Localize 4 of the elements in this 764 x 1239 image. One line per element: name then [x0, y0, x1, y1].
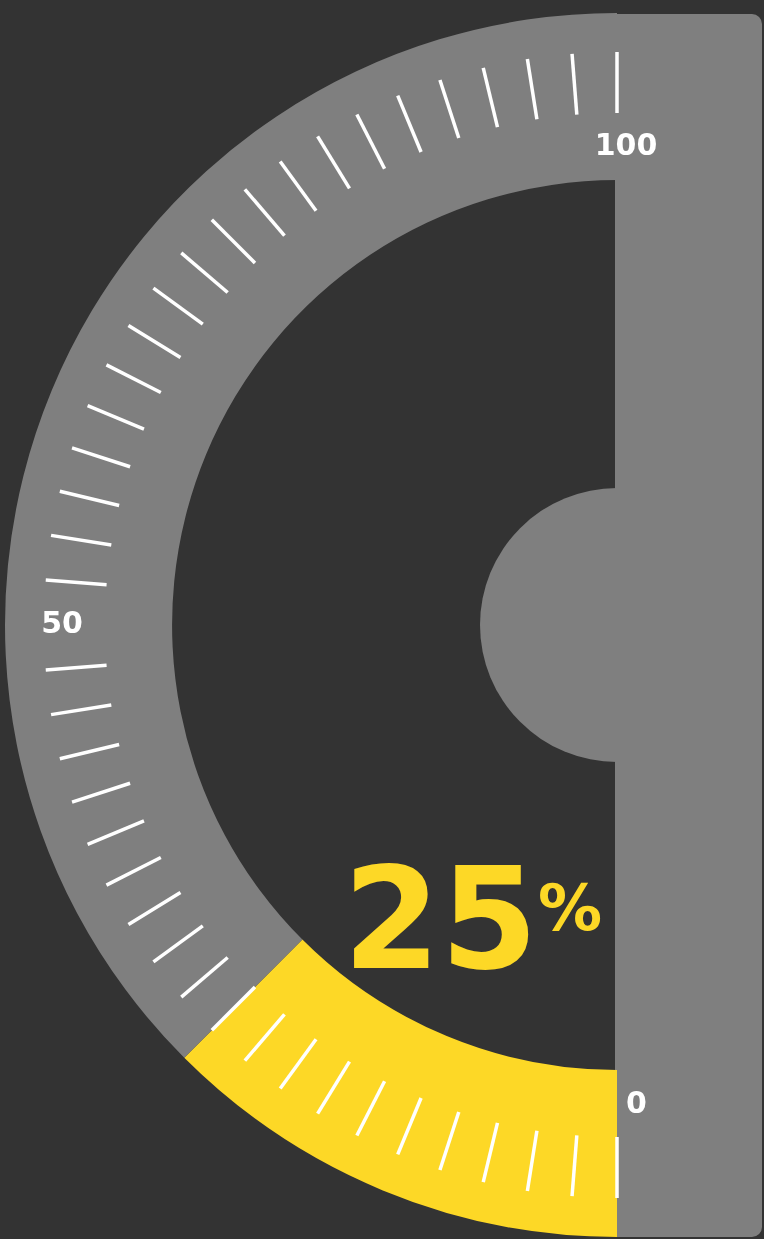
text: 0: [626, 1084, 647, 1120]
text: 100: [594, 126, 658, 162]
data-label: 25$^{%}$: [343, 838, 602, 1001]
text: 50: [41, 604, 83, 640]
